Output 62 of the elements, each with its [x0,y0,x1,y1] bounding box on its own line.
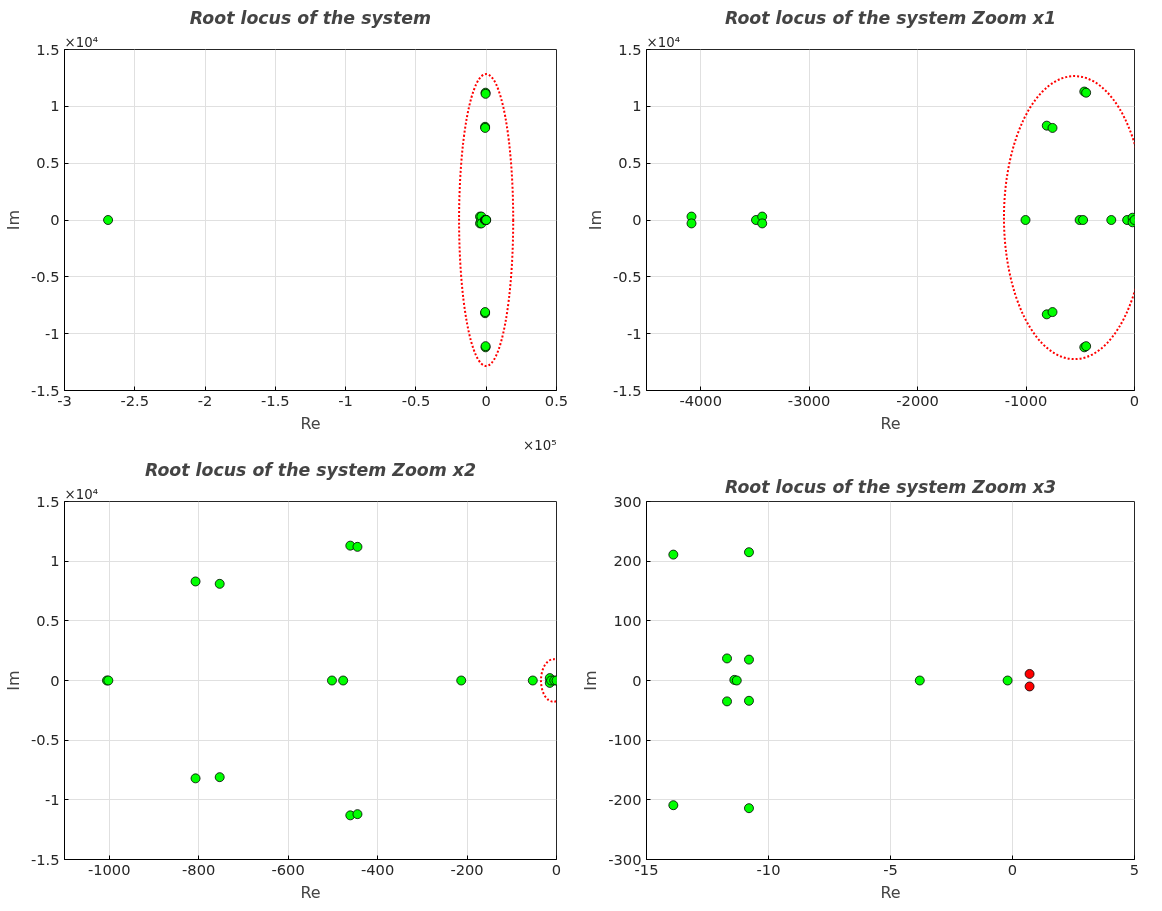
text: ×10⁴ [64,34,98,50]
y-tick-label: -0.5 [612,267,642,285]
x-tick-label: -4000 [679,391,723,409]
x-tick-label: 5 [1129,860,1140,878]
text: ×10⁴ [646,34,680,50]
y-tick-label: 100 [613,611,642,629]
y-tick-label: -0.5 [30,731,60,749]
x-tick-label: -5 [883,860,898,878]
x-tick-label: -10 [756,860,781,878]
y-tick-label: -200 [608,790,642,808]
x-tick-label: -2.5 [120,391,150,409]
y-tick-label: 0.5 [618,154,642,172]
y-tick-label: 0 [632,211,642,228]
x-axis-title: Re [880,413,901,433]
x-tick-label: -1 [338,391,353,409]
x-tick-label: -200 [450,860,484,878]
y-tick-label: 0.5 [36,611,60,629]
x-tick-label: 0 [551,860,562,878]
y-tick-label: 1 [632,97,642,115]
x-tick-label: -3000 [787,391,831,409]
y-tick-label: 200 [613,552,642,570]
y-tick-label: 0 [50,211,60,228]
y-tick-label: 0.5 [36,154,60,172]
x-tick-label: -0.5 [401,391,431,409]
x-tick-label: 0.5 [544,391,569,409]
y-tick-label: 1 [50,97,60,115]
x-tick-label: -600 [271,860,305,878]
x-tick-label: -1000 [87,860,131,878]
text: ×10⁵ [523,437,557,453]
text: ×10⁴ [64,486,98,502]
y-axis-title: Im [585,209,605,231]
y-tick-label: 0 [632,671,642,689]
x-axis-title: Re [300,413,321,433]
chart-title: Root locus of the system [189,7,432,28]
y-tick-label: -1 [44,790,60,808]
y-tick-label: 0 [50,671,60,689]
x-tick-label: 0 [481,391,491,409]
chart-title: Root locus of the system Zoom x2 [144,459,477,480]
y-axis-title: Im [581,670,601,691]
x-axis-title: Re [880,882,901,902]
y-tick-label: -100 [608,731,642,749]
x-tick-label: -800 [182,860,216,878]
y-tick-label: 1 [50,552,60,570]
y-tick-label: 1.5 [36,40,60,58]
x-tick-label: 0 [1007,860,1018,878]
y-axis-title: Im [3,209,23,231]
y-tick-label: 1.5 [618,40,642,58]
y-tick-label: -1 [44,324,60,342]
x-tick-label: -1000 [1004,391,1048,409]
y-tick-label: 300 [613,492,642,510]
y-tick-label: -1 [626,324,642,342]
y-tick-label: 1.5 [36,492,60,510]
y-tick-label: -0.5 [30,267,60,285]
x-tick-label: -2000 [896,391,939,409]
chart-title: Root locus of the system Zoom x3 [724,476,1057,497]
y-axis-title: Im [3,670,23,691]
x-tick-label: 0 [1129,391,1140,409]
x-tick-label: -400 [360,860,395,878]
chart-title: Root locus of the system Zoom x1 [724,7,1057,28]
x-axis-title: Re [300,882,321,902]
x-tick-label: -2 [197,391,213,409]
x-tick-label: -1.5 [261,391,290,409]
